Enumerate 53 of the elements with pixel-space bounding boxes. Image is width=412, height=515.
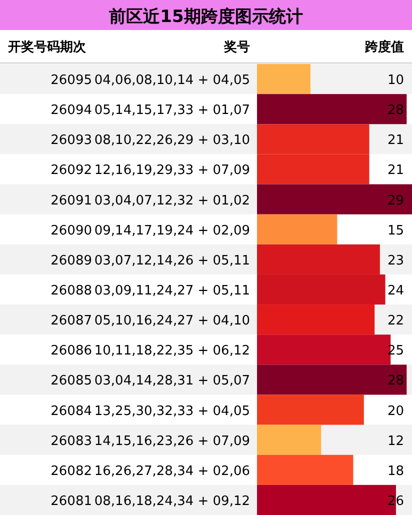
y-tick-label: 26085 [50,374,92,389]
y-axis-title: 开奖号码期次 [7,40,87,55]
y-tick-label: 26091 [50,193,92,208]
y-tick-label: 26083 [50,434,92,449]
y-tick-label: 26094 [50,103,92,118]
bar [257,424,322,455]
chart-title: 前区近15期跨度图示统计 [108,7,303,27]
data-label: 22 [387,314,404,329]
text: 03,04,14,28,31 + 05,07 [94,374,250,389]
y-tick-label: 26088 [50,284,92,298]
text: 09,14,17,19,24 + 02,09 [94,223,250,238]
text: 08,10,22,26,29 + 03,10 [94,133,250,148]
text: 05,10,16,24,27 + 04,10 [94,314,250,329]
y-tick-label: 26095 [50,73,92,88]
y-tick-label: 26084 [50,404,92,419]
data-label: 20 [387,404,404,419]
data-label: 12 [387,434,404,449]
data-label: 10 [387,73,404,88]
bar [257,214,338,244]
data-label: 24 [387,284,404,298]
text: 04,06,08,10,14 + 04,05 [94,73,250,88]
text: 03,04,07,12,32 + 01,02 [94,193,250,208]
y-tick-label: 26092 [50,163,92,178]
y-tick-label: 26086 [50,344,92,359]
x-axis-title: 跨度值 [364,39,404,55]
data-label: 18 [387,464,404,479]
y-tick-label: 26081 [50,494,92,509]
text: 16,26,27,28,34 + 02,06 [94,464,250,479]
y-tick-label: 26087 [50,314,92,329]
text: 12,16,19,29,33 + 07,09 [94,163,250,178]
text: 10,11,18,22,35 + 06,12 [94,344,250,359]
text: 13,25,30,32,33 + 04,05 [94,404,250,419]
text: 05,14,15,17,33 + 01,07 [94,103,250,118]
y-tick-label: 26093 [50,133,92,148]
text: 03,09,11,24,27 + 05,11 [94,284,250,298]
data-label: 23 [387,253,404,268]
bar [257,454,354,485]
bar [257,64,310,94]
bar [257,394,364,425]
data-label: 15 [387,223,404,238]
text: 03,07,12,14,26 + 05,11 [94,253,250,268]
text: 14,15,16,23,26 + 07,09 [94,434,250,449]
data-label: 28 [387,103,404,118]
data-label: 29 [387,193,404,208]
bar [257,304,375,335]
data-label: 28 [387,374,404,389]
data-label: 21 [387,133,404,148]
text: 08,16,18,24,34 + 09,12 [94,494,250,509]
text: 奖号 [223,40,250,55]
y-tick-label: 26082 [50,464,92,479]
y-tick-label: 26090 [50,223,92,238]
y-tick-label: 26089 [50,253,92,268]
data-label: 21 [387,163,404,178]
